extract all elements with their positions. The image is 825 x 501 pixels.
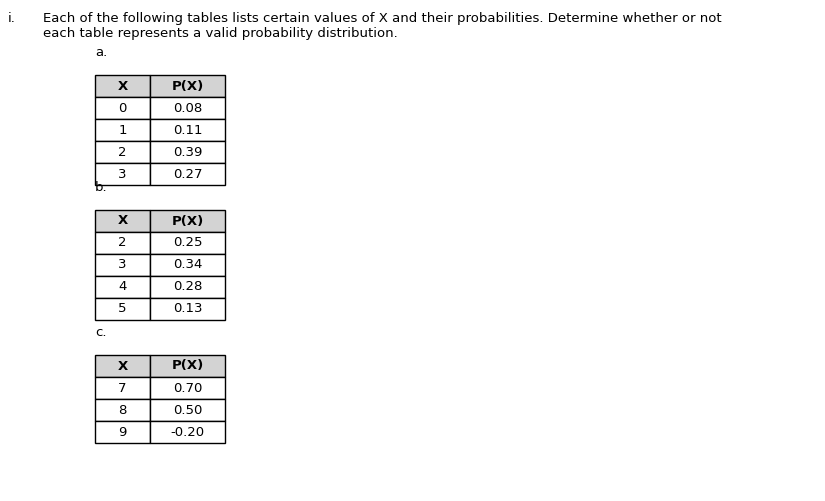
Text: 1: 1 [118,124,127,136]
Bar [150,254,225,276]
Bar [95,141,150,163]
Bar [95,421,150,443]
Bar [95,119,150,141]
Text: 0.39: 0.39 [172,145,202,158]
Text: 0.70: 0.70 [172,381,202,394]
Bar [95,163,150,185]
Bar [95,276,150,298]
Bar [150,377,225,399]
Text: P(X): P(X) [172,360,204,373]
Text: X: X [117,214,128,227]
Bar [150,355,225,377]
Text: Each of the following tables lists certain values of X and their probabilities. : Each of the following tables lists certa… [43,12,722,40]
Text: 0.27: 0.27 [172,167,202,180]
Bar [150,276,225,298]
Text: 0.11: 0.11 [172,124,202,136]
Bar [95,355,150,377]
Bar [95,399,150,421]
Text: 8: 8 [118,403,127,416]
Text: 2: 2 [118,145,127,158]
Text: 4: 4 [118,281,127,294]
Text: 5: 5 [118,303,127,316]
Bar [150,298,225,320]
Text: a.: a. [95,46,107,59]
Bar [95,97,150,119]
Bar [150,119,225,141]
Bar [95,254,150,276]
Text: 0: 0 [118,102,127,115]
Bar [150,75,225,97]
Text: -0.20: -0.20 [171,425,205,438]
Text: 0.50: 0.50 [172,403,202,416]
Bar [150,97,225,119]
Text: P(X): P(X) [172,214,204,227]
Bar [150,141,225,163]
Text: 7: 7 [118,381,127,394]
Text: b.: b. [95,181,107,194]
Text: i.: i. [8,12,16,25]
Text: 0.08: 0.08 [173,102,202,115]
Bar [150,421,225,443]
Bar [150,163,225,185]
Text: 0.13: 0.13 [172,303,202,316]
Bar [95,232,150,254]
Text: c.: c. [95,326,106,339]
Bar [150,399,225,421]
Bar [150,210,225,232]
Text: 9: 9 [118,425,127,438]
Text: P(X): P(X) [172,80,204,93]
Text: 3: 3 [118,167,127,180]
Bar [95,210,150,232]
Text: 0.34: 0.34 [172,259,202,272]
Bar [95,75,150,97]
Text: 2: 2 [118,236,127,249]
Text: X: X [117,360,128,373]
Text: 0.25: 0.25 [172,236,202,249]
Bar [95,298,150,320]
Text: 3: 3 [118,259,127,272]
Bar [150,232,225,254]
Text: 0.28: 0.28 [172,281,202,294]
Text: X: X [117,80,128,93]
Bar [95,377,150,399]
